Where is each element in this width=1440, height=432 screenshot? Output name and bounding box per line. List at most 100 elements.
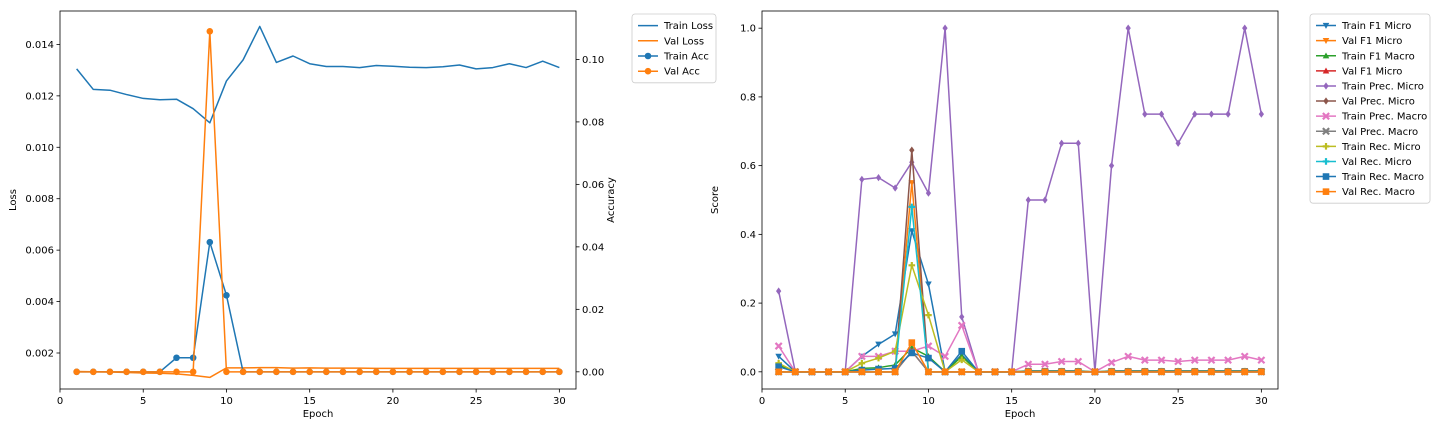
data-point: [975, 368, 982, 376]
legend-marker: [1322, 188, 1330, 195]
data-point: [1241, 368, 1249, 376]
data-point: [1125, 24, 1131, 32]
data-point: [925, 281, 932, 288]
data-point: [858, 368, 866, 376]
legend-marker: [1323, 97, 1329, 105]
data-point: [891, 365, 899, 372]
legend-label: Train F1 Micro: [1341, 21, 1411, 32]
y2-axis-title: Accuracy: [606, 177, 617, 223]
series-line: [778, 182, 1262, 373]
data-point: [958, 347, 966, 355]
x-tick-label: 25: [470, 396, 483, 407]
y2-tick-label: 0.06: [582, 180, 604, 191]
legend-label: Train Prec. Macro: [1341, 112, 1427, 123]
data-point: [1124, 368, 1132, 376]
x-tick-label: 20: [387, 396, 400, 407]
legend-label: Val Prec. Micro: [1342, 97, 1415, 108]
data-point: [289, 368, 297, 376]
data-point: [1075, 139, 1081, 147]
legend-label: Val F1 Micro: [1342, 66, 1402, 77]
data-point: [223, 368, 230, 376]
legend-marker: [1322, 143, 1330, 150]
data-point: [908, 349, 916, 357]
data-point: [339, 368, 347, 376]
data-point: [323, 368, 330, 376]
data-point: [422, 368, 430, 376]
data-point: [776, 287, 782, 295]
data-point: [1107, 358, 1116, 367]
data-point: [539, 368, 547, 376]
data-point: [1174, 357, 1183, 366]
data-point: [556, 368, 563, 376]
series-train-acc: [73, 238, 563, 376]
legend-label: Val Loss: [664, 36, 704, 47]
data-point: [173, 368, 180, 376]
data-point: [775, 363, 782, 370]
series-train-f1-micro: [775, 228, 1265, 376]
y2-tick-label: 0.10: [582, 55, 604, 66]
data-point: [189, 368, 197, 376]
data-point: [941, 352, 950, 361]
data-point: [925, 189, 932, 197]
x-tick-label: 10: [220, 396, 233, 407]
legend-label: Val Acc: [664, 67, 700, 78]
legend-marker: [1323, 82, 1329, 90]
y-tick-label: 0.012: [25, 91, 54, 102]
data-point: [941, 368, 949, 376]
data-point: [957, 321, 966, 330]
legend-label: Val F1 Micro: [1342, 36, 1402, 47]
series-train-rec-macro: [775, 347, 1265, 376]
data-point: [306, 368, 313, 376]
data-point: [958, 368, 966, 376]
data-point: [1224, 356, 1232, 365]
data-point: [173, 354, 180, 362]
data-point: [206, 238, 214, 246]
data-point: [791, 368, 799, 376]
data-point: [808, 368, 816, 376]
data-point: [1240, 352, 1249, 361]
data-point: [1242, 24, 1248, 32]
data-point: [857, 352, 866, 361]
data-point: [456, 368, 463, 376]
legend-marker: [644, 67, 652, 75]
data-point: [522, 368, 530, 376]
legend: Train Loss Val Loss Train Acc Val Acc: [631, 13, 717, 84]
x-tick-label: 5: [140, 396, 146, 407]
data-point: [406, 368, 413, 376]
legend-label: Train Loss: [663, 21, 713, 32]
series-line: [76, 241, 560, 373]
legend-marker: [1322, 22, 1330, 29]
data-point: [925, 354, 932, 362]
data-point: [123, 368, 130, 376]
y2-tick-label: 0.00: [582, 367, 604, 378]
y-tick-label: 1.0: [740, 24, 756, 35]
series-val-prec-micro: [776, 146, 1264, 376]
data-point: [1191, 368, 1199, 376]
y2-tick-label: 0.08: [582, 117, 604, 128]
data-point: [1008, 368, 1015, 376]
y-tick-label: 0.8: [740, 92, 756, 103]
data-point: [1158, 368, 1165, 376]
series-line: [76, 25, 560, 124]
data-point: [1208, 368, 1215, 376]
data-point: [908, 339, 916, 346]
data-point: [891, 368, 899, 376]
legend-marker: [1322, 52, 1330, 59]
data-point: [942, 24, 948, 32]
data-point: [1042, 196, 1048, 204]
data-point: [1058, 139, 1065, 147]
x-axis-title: Epoch: [303, 409, 334, 420]
data-point: [908, 203, 916, 211]
data-point: [1224, 368, 1232, 376]
data-point: [1258, 368, 1265, 376]
legend-frame: [631, 13, 717, 84]
y-tick-label: 0.002: [25, 349, 54, 360]
legend-label: Train F1 Macro: [1341, 51, 1415, 62]
series-line: [778, 324, 1262, 373]
data-point: [1074, 368, 1082, 376]
data-point: [859, 175, 865, 184]
data-point: [1190, 356, 1199, 365]
data-point: [908, 261, 916, 269]
data-point: [1108, 368, 1115, 376]
